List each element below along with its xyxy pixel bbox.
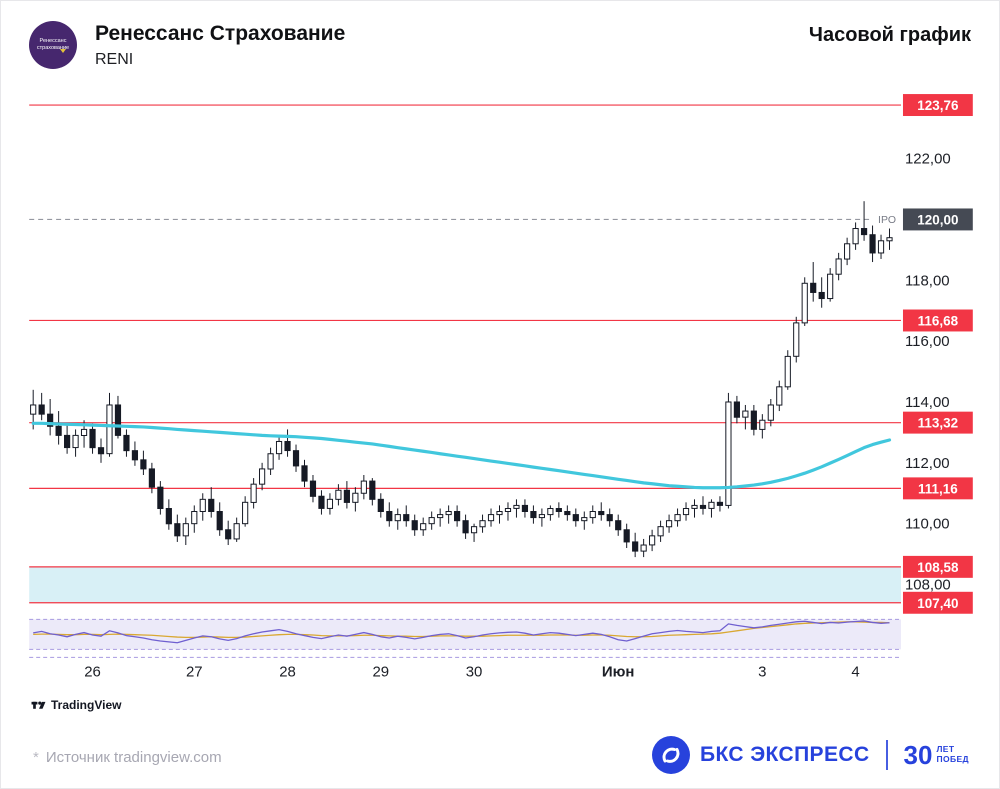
- svg-text:IPO: IPO: [878, 215, 896, 226]
- svg-text:29: 29: [372, 663, 389, 680]
- source-text: Источник tradingview.com: [45, 749, 222, 766]
- svg-text:4: 4: [851, 663, 859, 680]
- price-axis: 122,00 118,00 116,00 114,00 112,00 110,00 108,…: [902, 94, 973, 614]
- svg-text:108,58: 108,58: [917, 560, 959, 575]
- svg-text:27: 27: [186, 663, 203, 680]
- bks-divider: [885, 740, 888, 770]
- svg-text:3: 3: [758, 663, 766, 680]
- svg-text:116,00: 116,00: [905, 333, 950, 350]
- title-block: Ренессанс Страхование RENI: [95, 21, 345, 69]
- footer: * Источник tradingview.com БКС ЭКСПРЕСС …: [1, 726, 999, 788]
- moving-average-line: [31, 421, 892, 490]
- svg-text:30: 30: [466, 663, 483, 680]
- page-title: Ренессанс Страхование: [95, 22, 346, 45]
- svg-text:116,68: 116,68: [918, 313, 959, 328]
- svg-text:120,00: 120,00: [917, 212, 958, 227]
- bks-brand-name: БКС ЭКСПРЕСС: [699, 743, 870, 766]
- ticker-label: RENI: [95, 51, 134, 69]
- bks-express-logo: БКС ЭКСПРЕСС 30 ЛЕТ ПОБЕД: [651, 736, 969, 774]
- svg-text:Июн: Июн: [602, 663, 635, 680]
- svg-text:110,00: 110,00: [905, 516, 950, 533]
- bks-anniversary-caption: ЛЕТ ПОБЕД: [936, 744, 969, 764]
- candles-layer: [30, 201, 893, 558]
- bks-logo-icon: [651, 736, 690, 774]
- price-level-lines: [29, 104, 901, 604]
- time-axis: 26 27 28 29 30 Июн 3 4: [84, 663, 860, 680]
- tradingview-logo-icon: [31, 697, 46, 712]
- svg-text:122,00: 122,00: [905, 151, 951, 168]
- bks-anniversary-number: 30: [903, 740, 933, 770]
- company-logo: Ренессанс страхование: [29, 21, 77, 69]
- company-logo-text: Ренессанс страхование: [36, 38, 70, 51]
- svg-text:123,76: 123,76: [917, 98, 958, 113]
- bks-anniversary: 30 ЛЕТ ПОБЕД: [904, 742, 969, 768]
- svg-text:113,32: 113,32: [918, 416, 958, 431]
- footnote-asterisk: *: [33, 749, 39, 766]
- svg-text:114,00: 114,00: [905, 394, 950, 411]
- svg-text:112,00: 112,00: [905, 455, 950, 472]
- svg-text:111,16: 111,16: [918, 481, 958, 496]
- svg-text:28: 28: [279, 663, 296, 680]
- highlight-band: [29, 566, 901, 603]
- tradingview-label: TradingView: [51, 697, 122, 712]
- header: Ренессанс страхование Ренессанс Страхова…: [29, 21, 971, 69]
- source-note: * Источник tradingview.com: [33, 749, 222, 766]
- svg-text:26: 26: [84, 663, 101, 680]
- timeframe-label: Часовой график: [808, 24, 971, 46]
- svg-text:118,00: 118,00: [905, 272, 950, 289]
- ipo-price-line: IPO: [29, 215, 896, 226]
- oscillator-panel: [29, 618, 901, 658]
- tradingview-attribution[interactable]: TradingView: [31, 697, 121, 712]
- svg-text:107,40: 107,40: [917, 596, 958, 611]
- svg-text:108,00: 108,00: [905, 577, 951, 594]
